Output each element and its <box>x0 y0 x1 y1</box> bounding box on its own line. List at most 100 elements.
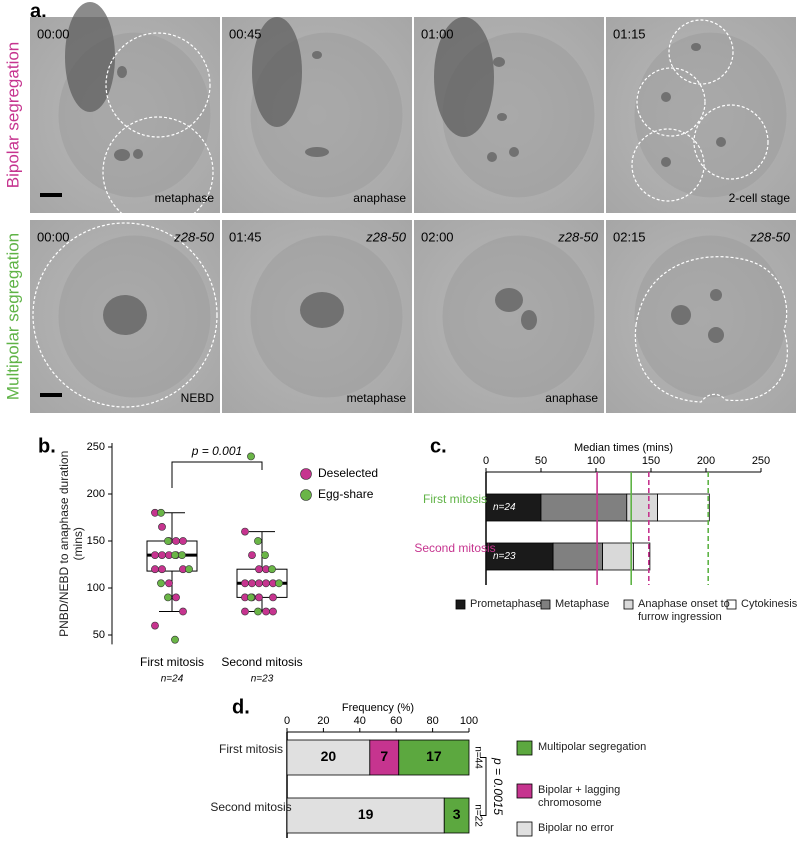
y-tick-label: 150 <box>87 535 105 547</box>
data-point <box>268 565 276 574</box>
micrograph <box>30 2 220 228</box>
timestamp: 01:00 <box>421 26 454 41</box>
data-point <box>269 593 277 602</box>
significance-bracket <box>171 461 263 488</box>
stage-label: metaphase <box>347 391 407 405</box>
timestamp: 00:00 <box>37 26 70 41</box>
x-tick-label: 100 <box>587 455 605 467</box>
cell-outline <box>668 19 734 85</box>
data-point <box>179 607 187 616</box>
data-point <box>158 565 166 574</box>
chromatin <box>117 66 127 78</box>
category-label: Second mitosis <box>414 540 496 555</box>
chromatin <box>305 147 329 157</box>
sample-size: n=22 <box>472 804 483 827</box>
panel-label: c. <box>430 435 447 457</box>
data-point <box>241 607 249 616</box>
bar-segment <box>443 797 470 834</box>
legend-label: Multipolar segregation <box>538 741 647 753</box>
micrograph <box>30 220 220 413</box>
x-tick-label: 0 <box>284 715 290 727</box>
legend-label: Metaphase <box>555 598 610 610</box>
data-point <box>158 523 166 531</box>
bar-segment <box>369 739 400 776</box>
legend-label: Egg-share <box>318 487 374 501</box>
chromatin <box>708 327 724 343</box>
y-tick-label: 200 <box>87 488 105 500</box>
data-point <box>248 579 256 588</box>
y-tick-label: 50 <box>93 629 105 641</box>
x-tick-label: Second mitosis <box>221 655 302 669</box>
chromatin <box>509 147 519 157</box>
timestamp: 02:00 <box>421 229 454 244</box>
legend-swatch <box>540 599 551 610</box>
count-label: 17 <box>426 748 442 764</box>
chromatin <box>661 92 671 102</box>
data-point <box>164 593 172 602</box>
data-point <box>164 537 172 545</box>
data-point <box>269 607 277 616</box>
sample-size: n=23 <box>493 551 516 562</box>
legend-label: Bipolar no error <box>538 822 614 834</box>
annotation: p = 0.0015 <box>491 757 505 815</box>
annotation: p = 0.001 <box>191 444 242 458</box>
legend-swatch <box>516 740 533 756</box>
data-point <box>247 593 255 602</box>
panel-label: a. <box>30 0 47 22</box>
cell-outline <box>693 104 769 180</box>
row-label: Multipolar segregation <box>3 233 22 400</box>
chromatin <box>497 113 507 121</box>
legend-swatch <box>726 599 737 610</box>
cell-body <box>442 235 595 398</box>
cell-body <box>634 235 787 398</box>
bar-segment <box>540 493 628 522</box>
chromatin <box>493 57 505 67</box>
chromatin <box>114 149 130 161</box>
timestamp: 01:15 <box>613 26 646 41</box>
x-tick-label: 60 <box>390 715 402 727</box>
chromatin <box>495 288 523 312</box>
x-tick-label: 0 <box>483 455 489 467</box>
panel-label: b. <box>38 435 56 457</box>
data-point <box>248 551 256 559</box>
timestamp: 00:00 <box>37 229 70 244</box>
chromatin <box>716 137 726 147</box>
count-label: 19 <box>358 806 374 822</box>
data-point <box>247 452 255 461</box>
micrograph <box>414 17 604 213</box>
category-label: First mitosis <box>423 491 487 506</box>
data-point <box>171 551 179 559</box>
chromatin <box>487 152 497 162</box>
cell-outline <box>631 128 705 202</box>
micrograph <box>606 220 796 413</box>
data-point <box>165 579 173 588</box>
chromatin <box>671 305 691 325</box>
y-tick-label: 100 <box>87 582 105 594</box>
y-axis-label: PNBD/NEBD to anaphase duration (mins) <box>57 450 85 637</box>
legend-marker <box>300 468 312 480</box>
data-point <box>261 551 269 559</box>
x-tick-label: First mitosis <box>140 655 204 669</box>
sample-size: n=44 <box>472 746 483 769</box>
data-point <box>241 527 249 536</box>
data-point <box>255 565 263 574</box>
data-point <box>178 551 186 559</box>
y-tick-label: 250 <box>87 441 105 453</box>
x-tick-label: 20 <box>317 715 329 727</box>
legend-swatch <box>455 599 466 610</box>
micrograph <box>222 220 412 413</box>
count-label: 3 <box>453 806 461 822</box>
bar-segment <box>657 493 710 522</box>
cell-outline <box>105 32 211 138</box>
cell-outline <box>32 222 218 408</box>
chromatin <box>434 17 494 137</box>
data-point <box>185 565 193 574</box>
data-point <box>151 565 159 574</box>
z-range: z28-50 <box>557 229 599 244</box>
data-point <box>255 593 263 602</box>
bar-segment <box>485 493 542 522</box>
chromatin <box>103 295 147 335</box>
chromatin <box>133 149 143 159</box>
z-range: z28-50 <box>365 229 407 244</box>
bar-segment <box>485 542 554 571</box>
